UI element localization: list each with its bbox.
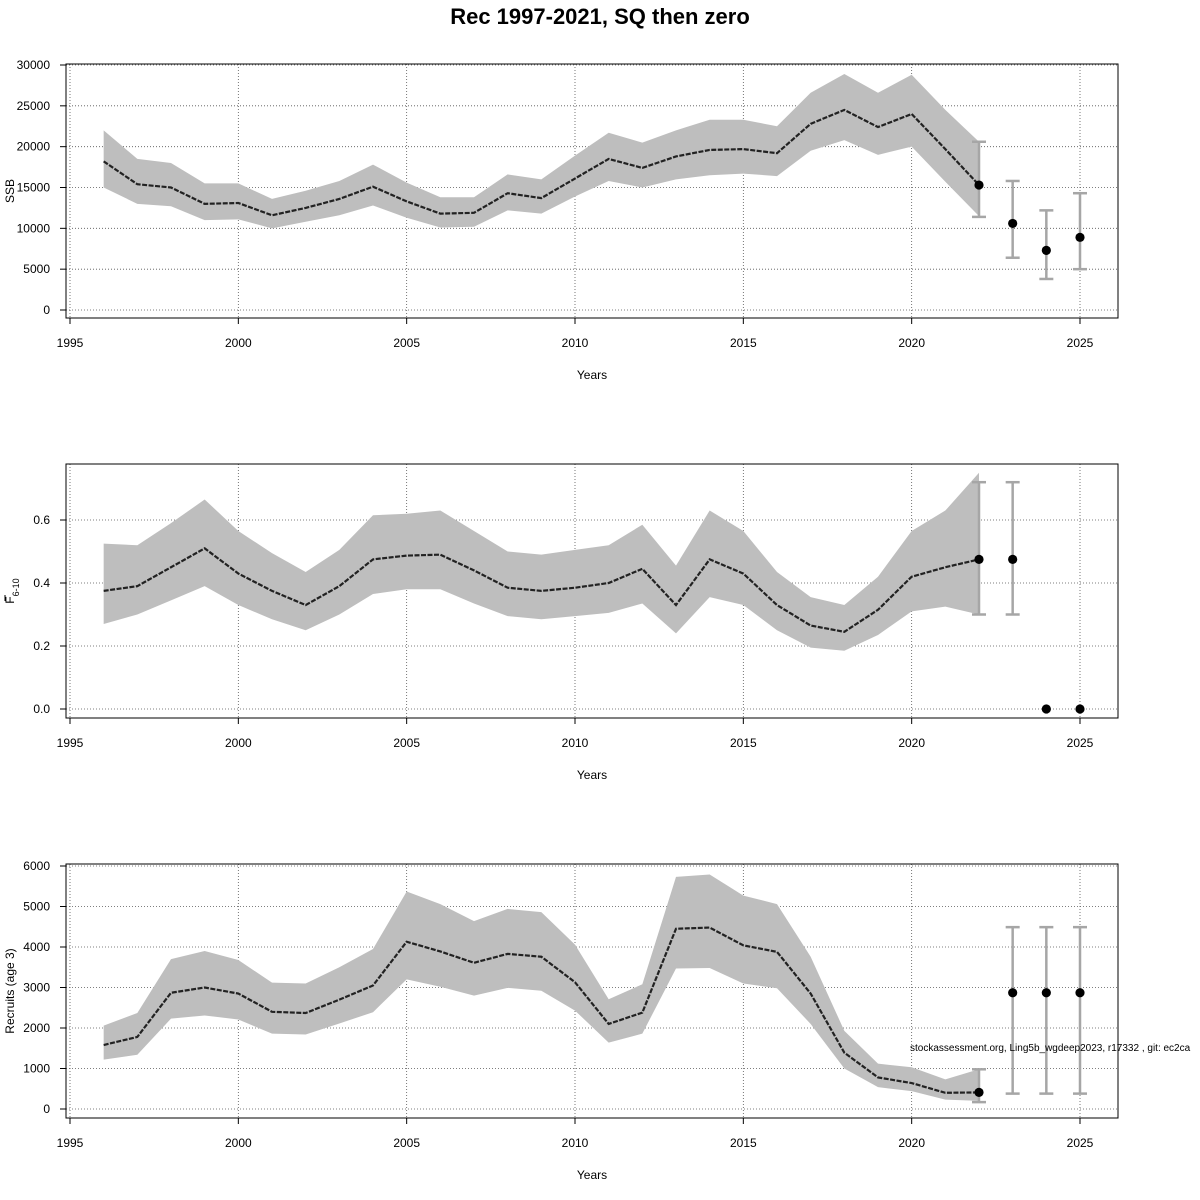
x-tick-label: 2020 bbox=[898, 336, 925, 350]
x-tick-label: 2000 bbox=[225, 1136, 252, 1150]
forecast-point bbox=[1041, 704, 1051, 714]
forecast-point bbox=[1008, 988, 1018, 998]
y-tick-label: 6000 bbox=[23, 859, 50, 873]
estimate-line bbox=[103, 926, 980, 1094]
estimate-line bbox=[103, 547, 980, 633]
forecast-errorbar bbox=[1073, 925, 1087, 1095]
forecast-errorbar bbox=[1005, 480, 1020, 616]
forecast-point bbox=[974, 554, 984, 564]
x-tick-label: 2020 bbox=[898, 736, 925, 750]
confidence-band bbox=[103, 874, 979, 1101]
forecast-point bbox=[1075, 988, 1085, 998]
x-tick-label: 2000 bbox=[225, 736, 252, 750]
x-tick-label: 2015 bbox=[730, 336, 757, 350]
y-tick-label: 0.2 bbox=[33, 639, 50, 653]
forecast-point bbox=[1008, 218, 1018, 229]
y-tick-label: 15000 bbox=[17, 181, 51, 195]
plot-frame bbox=[65, 63, 1119, 319]
y-tick-label: 1000 bbox=[23, 1062, 50, 1076]
y-axis-label: F6-10 bbox=[3, 578, 21, 603]
plot-frame bbox=[65, 463, 1119, 719]
x-tick-label: 1995 bbox=[57, 736, 84, 750]
x-axis-label: Years bbox=[577, 768, 607, 782]
forecast-point bbox=[1008, 554, 1018, 564]
forecast-errorbar bbox=[1005, 925, 1020, 1095]
x-tick-label: 2010 bbox=[562, 336, 589, 350]
x-axis-label: Years bbox=[577, 368, 607, 382]
y-tick-label: 5000 bbox=[23, 900, 50, 914]
y-tick-label: 0 bbox=[43, 303, 50, 317]
fbar-panel: 1995 2000 2005 2010 2015 2020 2025 0.0 0.2 0.4 0.6… bbox=[3, 463, 1119, 782]
x-tick-label: 2005 bbox=[393, 1136, 420, 1150]
y-axis-label-subscript: 6-10 bbox=[11, 578, 21, 596]
watermark: stockassessment.org, Ling5b_wgdeep2023, … bbox=[910, 1043, 1191, 1054]
forecast-point bbox=[1041, 245, 1051, 255]
x-tick-label: 2000 bbox=[225, 336, 252, 350]
y-axis-label: Recruits (age 3) bbox=[3, 948, 17, 1033]
forecast-point bbox=[1041, 988, 1051, 998]
x-tick-label: 2015 bbox=[730, 736, 757, 750]
x-tick-label: 2025 bbox=[1067, 1136, 1094, 1150]
ssb-panel: 1995 2000 2005 2010 2015 2020 2025 0 5000 10000 15… bbox=[3, 58, 1119, 382]
x-tick-label: 2010 bbox=[562, 1136, 589, 1150]
x-tick-label: 1995 bbox=[57, 336, 84, 350]
forecast-errorbar bbox=[1073, 191, 1087, 271]
forecast-errorbar bbox=[972, 140, 986, 219]
y-tick-label: 3000 bbox=[23, 981, 50, 995]
x-tick-label: 2025 bbox=[1067, 736, 1094, 750]
confidence-band bbox=[103, 73, 979, 229]
forecast-point bbox=[974, 180, 984, 190]
y-tick-label: 0.6 bbox=[33, 513, 50, 527]
forecast-point bbox=[1075, 704, 1085, 714]
forecast-errorbar bbox=[972, 480, 986, 616]
x-tick-label: 2020 bbox=[898, 1136, 925, 1150]
x-tick-label: 2005 bbox=[393, 736, 420, 750]
y-axis-label: SSB bbox=[3, 179, 17, 203]
y-tick-label: 0.4 bbox=[33, 576, 50, 590]
x-tick-label: 2005 bbox=[393, 336, 420, 350]
y-tick-label: 10000 bbox=[17, 221, 51, 235]
x-tick-label: 2010 bbox=[562, 736, 589, 750]
y-tick-label: 4000 bbox=[23, 940, 50, 954]
x-tick-label: 2025 bbox=[1067, 336, 1094, 350]
recruits-panel: 1995 2000 2005 2010 2015 2020 2025 0 1000 2000 300… bbox=[3, 859, 1119, 1182]
estimate-line bbox=[103, 108, 980, 217]
x-tick-label: 1995 bbox=[57, 1136, 84, 1150]
forecast-errorbar bbox=[1039, 209, 1054, 281]
y-tick-label: 5000 bbox=[23, 262, 50, 276]
forecast-point bbox=[974, 1087, 984, 1097]
y-tick-label: 0.0 bbox=[33, 702, 50, 716]
plot-frame bbox=[65, 863, 1119, 1119]
x-tick-label: 2015 bbox=[730, 1136, 757, 1150]
y-tick-label: 25000 bbox=[17, 99, 51, 113]
figure-title: Rec 1997-2021, SQ then zero bbox=[450, 4, 750, 29]
y-tick-label: 30000 bbox=[17, 58, 51, 72]
forecast-errorbar bbox=[1039, 925, 1054, 1095]
confidence-band bbox=[103, 472, 979, 651]
forecast-point bbox=[1075, 232, 1085, 242]
y-tick-label: 20000 bbox=[17, 140, 51, 154]
y-tick-label: 2000 bbox=[23, 1021, 50, 1035]
y-tick-label: 0 bbox=[43, 1102, 50, 1116]
x-axis-label: Years bbox=[577, 1168, 607, 1182]
